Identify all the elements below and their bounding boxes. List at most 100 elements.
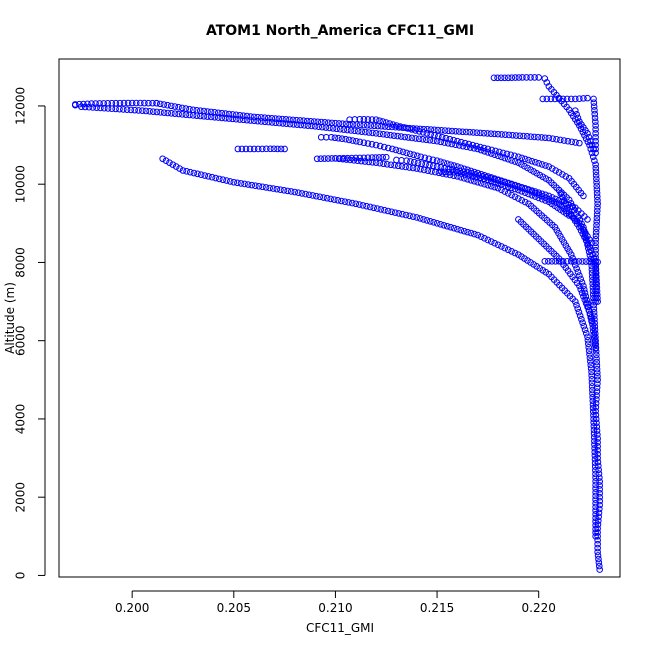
data-point [433,163,441,170]
data-point [511,182,519,190]
data-point [588,317,596,325]
data-point [178,104,186,112]
data-point [577,286,585,293]
data-point [592,228,600,236]
data-point [581,296,589,304]
data-point [252,182,259,189]
data-point [464,228,471,236]
data-point [591,157,598,165]
data-point [518,184,526,192]
data-point [592,232,600,240]
data-point [469,173,476,180]
data-point [571,257,579,265]
data-point [589,386,596,394]
data-point [394,162,402,170]
data-point [360,154,368,162]
data-point [247,117,254,124]
data-point [417,153,425,161]
data-point [564,204,571,212]
data-point [112,99,120,107]
data-point [415,128,423,135]
data-point [344,126,351,134]
data-point [571,261,579,269]
data-point [491,183,498,191]
data-point [585,306,593,314]
data-point [594,552,602,559]
data-point [491,130,498,138]
data-point [169,161,177,168]
data-point [594,204,601,211]
data-point [434,126,442,134]
data-point [358,128,366,135]
data-point [574,114,582,122]
data-point [563,95,571,103]
data-point [498,181,505,188]
data-point [504,180,512,187]
data-series [234,145,288,153]
data-point [287,188,295,195]
data-point [205,173,212,180]
data-point [586,243,593,251]
data-point [172,163,180,170]
data-point [587,365,595,372]
data-point [585,347,593,355]
data-point [545,195,553,203]
data-point [193,106,201,114]
data-point [473,174,480,181]
data-point [596,478,603,485]
data-point [474,231,482,239]
data-point [481,180,488,188]
data-point [383,131,391,139]
data-point [592,269,600,277]
data-point [565,201,572,209]
data-point [384,144,392,152]
data-point [448,127,456,135]
data-point [508,74,516,81]
data-point [240,112,247,119]
data-point [588,141,596,149]
data-point [581,326,589,334]
data-point [334,197,342,204]
data-point [367,122,375,129]
data-point [262,184,270,191]
data-point [592,122,599,129]
data-point [241,180,248,188]
data-point [592,164,600,172]
data-point [580,293,587,300]
x-axis: 0.200 0.205 0.210 0.215 0.220 [115,590,556,615]
data-point [395,210,403,217]
data-point [457,226,465,234]
data-point [379,154,386,161]
data-point [368,116,376,123]
data-point [592,126,599,133]
data-point [545,257,552,265]
data-point [567,95,575,103]
data-point [414,159,422,167]
data-point [261,118,269,126]
data-point [504,183,512,191]
data-point [93,104,100,112]
data-point [573,265,580,272]
data-point [406,150,414,158]
data-point [211,113,218,121]
data-point [132,99,140,107]
data-point [590,327,597,335]
data-point [275,115,283,123]
data-point [523,133,531,140]
data-point [590,419,598,426]
data-point [584,240,592,247]
data-point [376,117,383,124]
data-point [588,313,595,321]
data-point [146,108,153,115]
data-point [555,186,563,194]
data-point [494,130,502,138]
data-point [508,191,515,199]
data-point [159,155,166,163]
data-point [273,185,281,193]
data-point [120,99,128,107]
data-point [593,351,600,359]
data-point [593,396,600,403]
data-point [532,193,539,200]
data-point [346,120,353,128]
data-point [295,189,302,197]
